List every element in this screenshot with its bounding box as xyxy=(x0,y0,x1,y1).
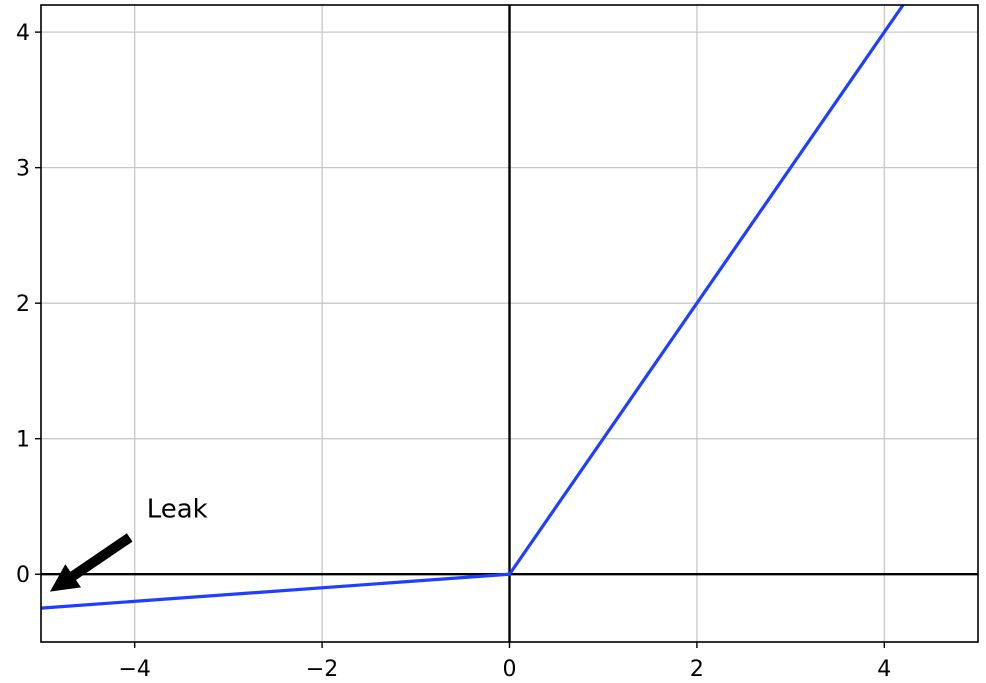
x-tick-label: −4 xyxy=(118,657,150,682)
y-tick-label: 1 xyxy=(16,428,30,453)
y-tick-label: 0 xyxy=(16,563,30,588)
x-tick-label: −2 xyxy=(306,657,338,682)
annotation: Leak xyxy=(50,494,208,592)
annotation-arrow xyxy=(50,533,133,592)
x-tick-label: 4 xyxy=(877,657,891,682)
x-tick-label: 2 xyxy=(690,657,704,682)
tick-labels: −4 −2 0 2 4 0 1 2 3 4 xyxy=(16,21,891,682)
y-tick-label: 4 xyxy=(16,21,30,46)
series-line xyxy=(40,4,905,610)
series-layer xyxy=(40,4,905,610)
x-tick-label: 0 xyxy=(503,657,517,682)
y-tick-label: 2 xyxy=(16,292,30,317)
annotation-text-leak: Leak xyxy=(147,494,208,524)
y-tick-label: 3 xyxy=(16,157,30,182)
tick-marks xyxy=(35,31,885,648)
